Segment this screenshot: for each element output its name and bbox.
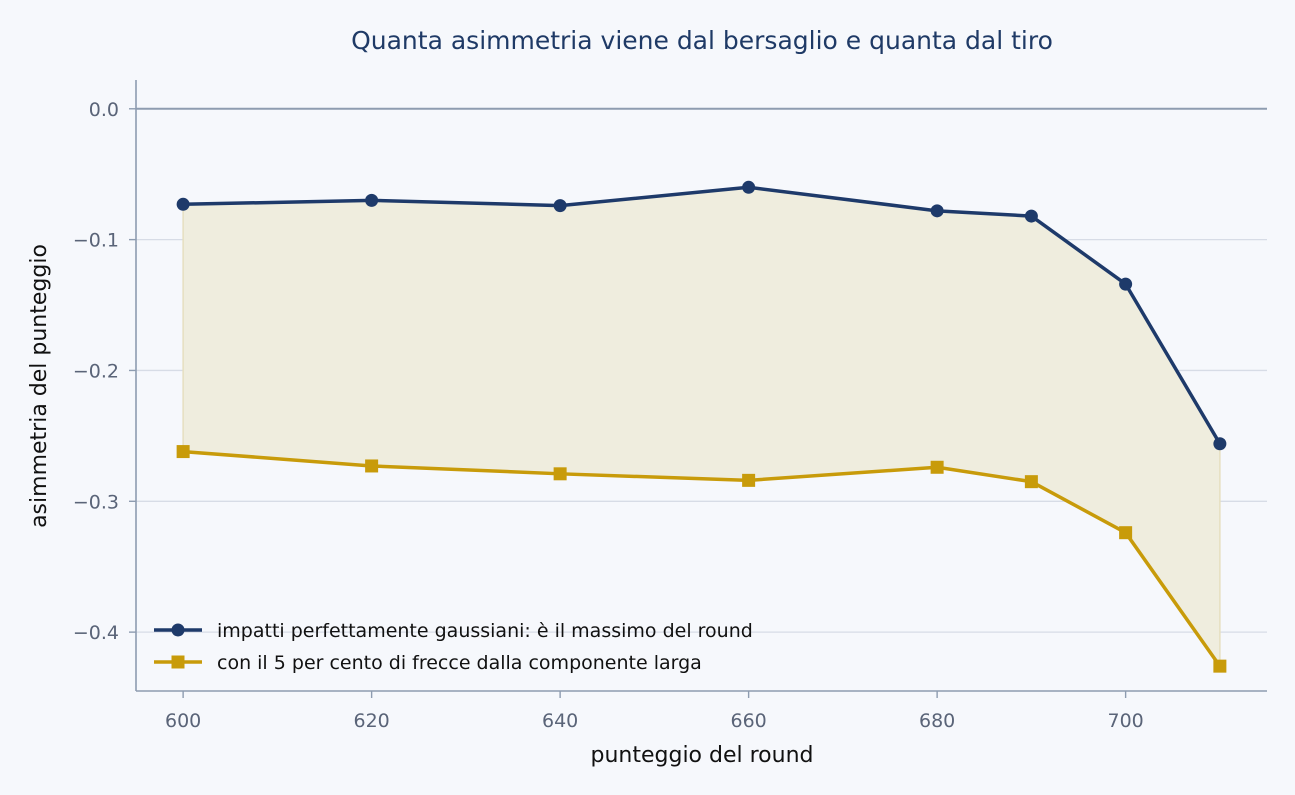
series-2-point bbox=[365, 459, 379, 473]
y-tick-label: −0.3 bbox=[73, 491, 119, 513]
legend-label-series-1: impatti perfettamente gaussiani: è il ma… bbox=[217, 620, 753, 642]
legend-marker-series-1 bbox=[171, 623, 185, 637]
series-2-point bbox=[930, 460, 944, 474]
series-1-point bbox=[365, 193, 379, 207]
y-axis-label: asimmetria del punteggio bbox=[27, 244, 52, 528]
series-line-2 bbox=[182, 449, 1222, 668]
axes bbox=[129, 80, 1267, 698]
series-1-point bbox=[930, 204, 944, 218]
series-1-point bbox=[176, 197, 190, 211]
y-tick-label: −0.1 bbox=[73, 230, 119, 252]
x-tick-label: 660 bbox=[730, 710, 766, 732]
x-tick-label: 680 bbox=[919, 710, 955, 732]
series-1-point bbox=[1119, 277, 1133, 291]
series-2-point bbox=[742, 473, 756, 487]
x-axis-label: punteggio del round bbox=[591, 743, 814, 768]
legend-marker-series-2 bbox=[171, 655, 185, 669]
series-2-point bbox=[553, 467, 567, 481]
series-line-1 bbox=[183, 185, 1222, 445]
series-1-point bbox=[1213, 437, 1227, 451]
series bbox=[176, 180, 1227, 673]
series-1-point bbox=[553, 199, 567, 213]
x-tick-label: 640 bbox=[542, 710, 578, 732]
chart-title: Quanta asimmetria viene dal bersaglio e … bbox=[351, 26, 1053, 55]
series-1-point bbox=[1024, 209, 1038, 223]
series-1-point bbox=[742, 180, 756, 194]
x-tick-label: 700 bbox=[1107, 710, 1143, 732]
y-tick-label: −0.4 bbox=[73, 622, 119, 644]
x-tick-label: 620 bbox=[353, 710, 389, 732]
tick-labels: 600 620 640 660 680 700 0.0 −0.1 −0.2 −0.3 −0.4 bbox=[73, 99, 1144, 732]
legend-label-series-2: con il 5 per cento di frecce dalla compo… bbox=[217, 652, 702, 674]
series-2-point bbox=[1213, 659, 1227, 673]
x-tick-label: 600 bbox=[165, 710, 201, 732]
series-2-point bbox=[176, 445, 190, 459]
series-2-point bbox=[1024, 475, 1038, 489]
series-2-point bbox=[1119, 526, 1133, 540]
legend: impatti perfettamente gaussiani: è il ma… bbox=[154, 620, 753, 674]
y-tick-label: −0.2 bbox=[73, 360, 119, 382]
y-tick-label: 0.0 bbox=[89, 99, 119, 121]
